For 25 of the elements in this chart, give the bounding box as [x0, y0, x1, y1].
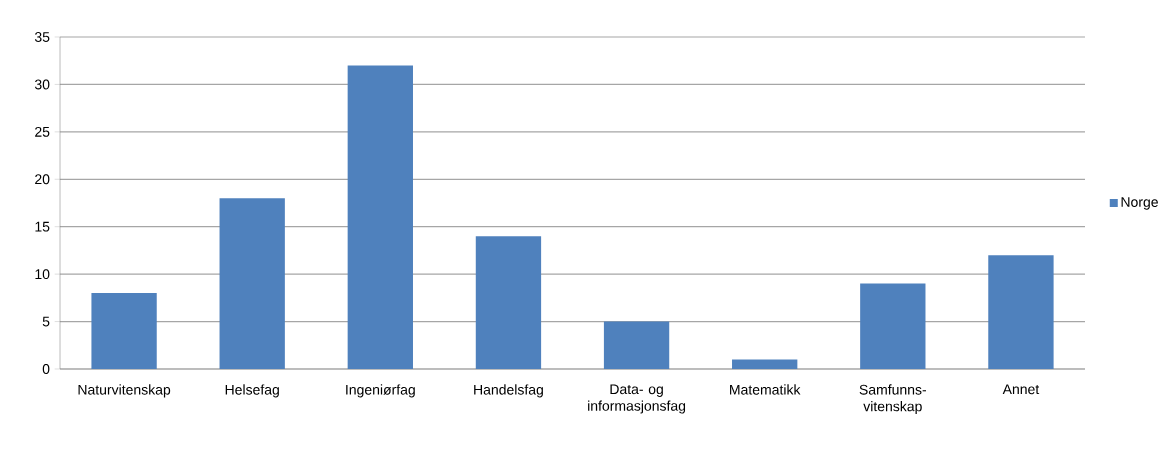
x-tick-label: Helsefag [225, 384, 279, 398]
bar [475, 236, 542, 369]
x-tick-label: Annet [1002, 384, 1040, 395]
bar [347, 65, 413, 369]
y-tick-label: 15 [35, 221, 50, 232]
y-tick-label: 25 [35, 126, 50, 137]
bar [732, 359, 798, 369]
legend-label: Norge [1121, 197, 1158, 210]
y-tick-label: 30 [34, 79, 50, 90]
y-tick-label: 0 [42, 364, 50, 374]
y-tick-label: 5 [42, 316, 50, 327]
y-tick-label: 10 [35, 269, 50, 280]
y-tick-label: 35 [34, 32, 50, 42]
bar [603, 321, 670, 369]
y-tick-label: 20 [35, 174, 50, 185]
x-tick-label: Data- og informasjonsfag [588, 384, 686, 414]
x-tick-label: Samfunns-vitenskap [859, 384, 927, 415]
bar [91, 293, 157, 369]
x-tick-label: Naturvitenskap [78, 384, 171, 398]
bar [860, 283, 926, 369]
x-tick-label: Matematikk [730, 384, 801, 395]
bar [988, 255, 1054, 369]
x-tick-label: Handelsfag [474, 384, 543, 398]
bar [219, 198, 285, 369]
x-tick-label: Ingeniørfag [346, 384, 415, 398]
